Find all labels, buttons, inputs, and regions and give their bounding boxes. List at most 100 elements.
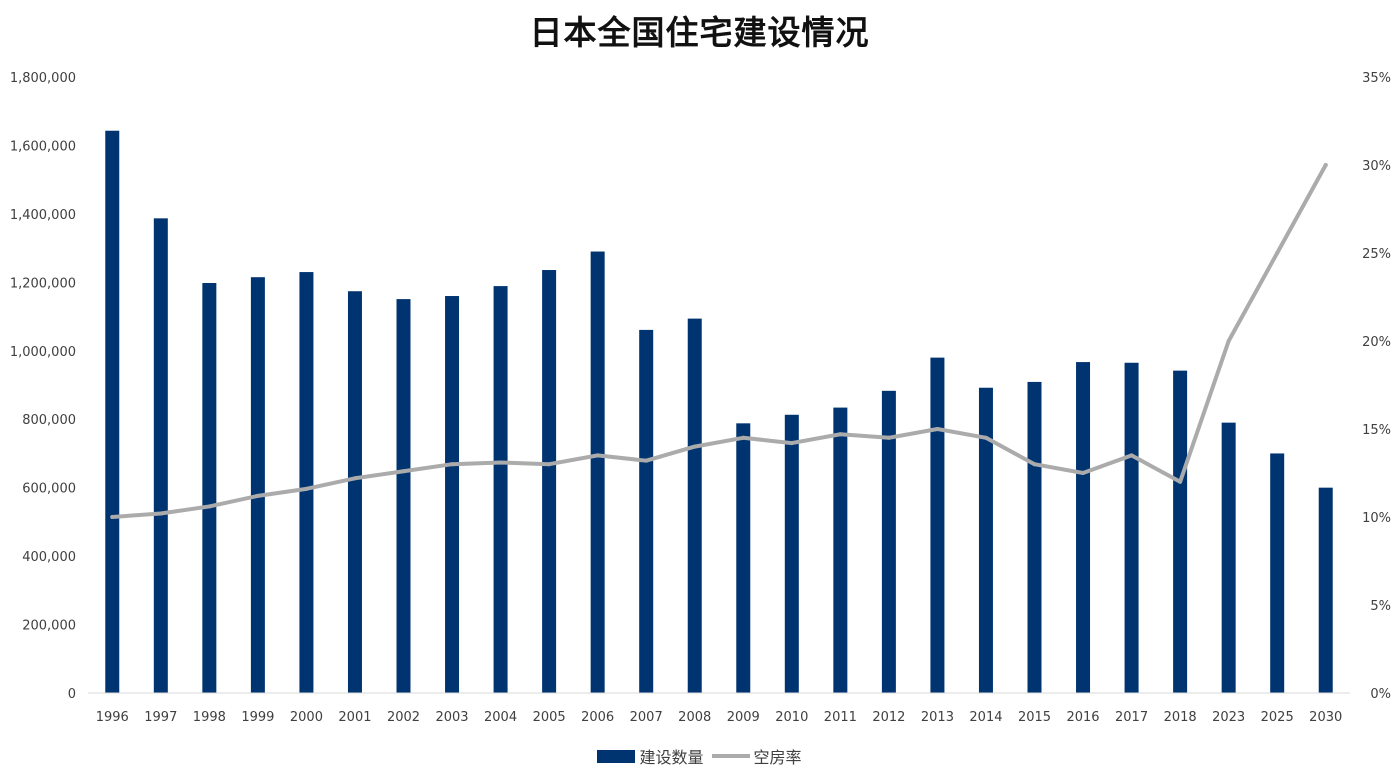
x-axis-ticks: 1996 1997 1998 1999 2000 2001 2002 2003 2004 2005… xyxy=(96,710,1343,725)
legend-line-swatch xyxy=(711,754,750,758)
line-point-2016[interactable] xyxy=(1081,471,1086,475)
line-point-1999[interactable] xyxy=(255,493,260,498)
bar-2023[interactable] xyxy=(1221,422,1236,693)
line-point-2003[interactable] xyxy=(450,462,455,467)
bar-2018[interactable] xyxy=(1173,370,1188,693)
legend-item-line[interactable]: 空房率 xyxy=(711,744,802,768)
x-tick-label: 2030 xyxy=(1309,710,1342,725)
left-tick-label: 0 xyxy=(68,687,76,702)
legend-bar-label: 建设数量 xyxy=(639,748,704,767)
line-point-2001[interactable] xyxy=(352,476,357,481)
legend-item-bars[interactable]: 建设数量 xyxy=(597,744,704,768)
right-tick-label: 0% xyxy=(1370,687,1391,702)
line-series xyxy=(110,163,1328,519)
line-point-2018[interactable] xyxy=(1178,479,1183,484)
line-point-2012[interactable] xyxy=(886,435,891,440)
line-point-1997[interactable] xyxy=(158,511,163,516)
bar-2007[interactable] xyxy=(639,329,654,693)
right-tick-label: 20% xyxy=(1362,335,1391,350)
x-tick-label: 2009 xyxy=(727,710,760,725)
bar-2016[interactable] xyxy=(1076,362,1091,693)
bar-2011[interactable] xyxy=(833,407,848,693)
left-tick-label: 1,000,000 xyxy=(10,345,76,360)
x-tick-label: 2016 xyxy=(1066,710,1099,725)
bar-2009[interactable] xyxy=(736,423,751,693)
left-tick-label: 1,200,000 xyxy=(10,276,76,291)
chart-plot: 0 200,000 400,000 600,000 800,000 1,000,000 1,… xyxy=(10,71,1391,725)
line-point-2007[interactable] xyxy=(644,458,649,463)
line-point-2009[interactable] xyxy=(741,435,746,440)
line-point-1996[interactable] xyxy=(110,515,115,519)
left-tick-label: 1,800,000 xyxy=(10,71,76,86)
bar-2013[interactable] xyxy=(930,357,945,693)
x-tick-label: 2014 xyxy=(969,710,1002,725)
bar-2005[interactable] xyxy=(542,270,557,693)
bar-2006[interactable] xyxy=(590,251,605,694)
line-point-2011[interactable] xyxy=(838,432,843,437)
line-point-2017[interactable] xyxy=(1129,453,1134,458)
bar-2014[interactable] xyxy=(978,387,993,693)
right-tick-label: 25% xyxy=(1362,247,1391,262)
line-point-2015[interactable] xyxy=(1032,462,1037,467)
line-point-2023[interactable] xyxy=(1226,339,1231,343)
x-tick-label: 2008 xyxy=(678,710,711,725)
line-point-2014[interactable] xyxy=(983,435,988,440)
line-point-2002[interactable] xyxy=(401,469,406,474)
x-tick-label: 2002 xyxy=(387,710,420,725)
line-point-2008[interactable] xyxy=(692,444,697,449)
bar-2017[interactable] xyxy=(1124,362,1139,693)
right-tick-label: 35% xyxy=(1362,71,1391,86)
bar-1999[interactable] xyxy=(250,277,265,693)
bar-2030[interactable] xyxy=(1318,487,1333,693)
left-axis-ticks: 0 200,000 400,000 600,000 800,000 1,000,000 1,… xyxy=(10,71,76,702)
line-point-2005[interactable] xyxy=(547,462,552,467)
bar-2010[interactable] xyxy=(784,414,799,693)
x-tick-label: 2017 xyxy=(1115,710,1148,725)
legend: 建设数量 空房率 xyxy=(0,744,1399,768)
x-tick-label: 2018 xyxy=(1164,710,1197,725)
line-point-2006[interactable] xyxy=(595,453,600,458)
right-tick-label: 10% xyxy=(1362,511,1391,526)
x-tick-label: 2005 xyxy=(533,710,566,725)
bar-2001[interactable] xyxy=(347,291,362,693)
x-tick-label: 2011 xyxy=(824,710,857,725)
left-tick-label: 600,000 xyxy=(22,482,76,497)
x-tick-label: 2012 xyxy=(872,710,905,725)
bar-2025[interactable] xyxy=(1270,453,1285,693)
right-tick-label: 15% xyxy=(1362,423,1391,438)
bar-2015[interactable] xyxy=(1027,381,1042,693)
x-tick-label: 2015 xyxy=(1018,710,1051,725)
bar-2008[interactable] xyxy=(687,318,702,693)
x-tick-label: 2025 xyxy=(1261,710,1294,725)
line-point-1998[interactable] xyxy=(207,504,212,509)
bar-2004[interactable] xyxy=(493,286,508,693)
line-point-2000[interactable] xyxy=(304,486,309,491)
line-point-2013[interactable] xyxy=(935,427,940,431)
chart-title: 日本全国住宅建设情况 xyxy=(529,13,870,52)
bar-1997[interactable] xyxy=(153,218,168,694)
bar-1998[interactable] xyxy=(202,283,217,693)
bar-1996[interactable] xyxy=(105,130,120,693)
bar-2003[interactable] xyxy=(445,296,460,693)
x-tick-label: 1998 xyxy=(193,710,226,725)
bar-2012[interactable] xyxy=(881,390,896,693)
line-point-2030[interactable] xyxy=(1323,163,1328,167)
line-point-2010[interactable] xyxy=(789,441,794,446)
x-tick-label: 2006 xyxy=(581,710,614,725)
bar-series xyxy=(105,130,1333,694)
x-tick-label: 2010 xyxy=(775,710,808,725)
right-tick-label: 30% xyxy=(1362,159,1391,174)
vacancy-rate-line[interactable] xyxy=(110,163,1328,519)
left-tick-label: 800,000 xyxy=(22,413,76,428)
left-tick-label: 400,000 xyxy=(22,550,76,565)
bar-2000[interactable] xyxy=(299,272,314,693)
x-tick-label: 2001 xyxy=(338,710,371,725)
x-tick-label: 2007 xyxy=(630,710,663,725)
legend-bar-swatch xyxy=(597,749,636,763)
left-tick-label: 1,400,000 xyxy=(10,208,76,223)
x-tick-label: 2013 xyxy=(921,710,954,725)
line-point-2004[interactable] xyxy=(498,460,503,465)
bar-2002[interactable] xyxy=(396,299,411,693)
right-axis-ticks: 0% 5% 10% 15% 20% 25% 30% 35% xyxy=(1362,71,1391,702)
line-point-2025[interactable] xyxy=(1275,251,1280,255)
